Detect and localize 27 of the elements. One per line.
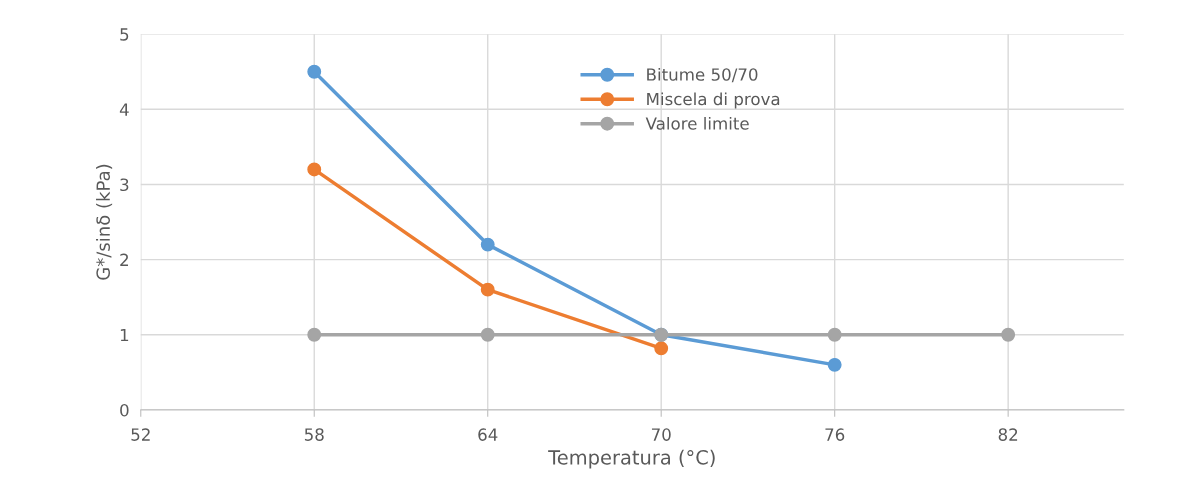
- point: [307, 327, 322, 342]
- point: [307, 162, 322, 177]
- point: [480, 237, 495, 252]
- point: [654, 341, 669, 356]
- y-tick-label: 5: [120, 28, 129, 41]
- x-tick-label: 58: [304, 428, 324, 441]
- x-tick-label: 64: [478, 428, 498, 441]
- y-tick-label: 2: [120, 253, 128, 266]
- point: [480, 327, 495, 342]
- point: [827, 357, 842, 372]
- point: [827, 327, 842, 342]
- y-tick-label: 3: [120, 178, 129, 192]
- y-axis-title: G*/sinδ (kPa): [96, 164, 113, 280]
- x-tick-label: 52: [131, 428, 150, 441]
- x-tick-label: 76: [825, 428, 845, 441]
- legend-label: Valore limite: [645, 116, 749, 130]
- x-tick-label: 70: [651, 428, 671, 441]
- y-tick-label: 4: [119, 103, 129, 116]
- y-tick-label: 1: [120, 328, 129, 342]
- point: [480, 282, 495, 297]
- legend-label: Miscela di prova: [647, 92, 780, 109]
- point: [1001, 327, 1016, 342]
- y-tick-label: 0: [120, 403, 129, 417]
- point: [307, 64, 322, 79]
- x-axis-title: Temperatura (°C): [548, 449, 715, 469]
- legend-label: Bitume 50/70: [647, 67, 758, 83]
- x-tick-label: 82: [998, 428, 1018, 441]
